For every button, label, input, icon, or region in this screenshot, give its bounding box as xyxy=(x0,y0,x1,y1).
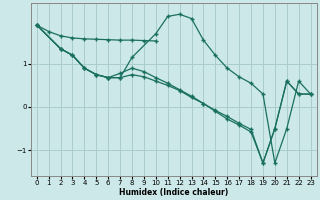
X-axis label: Humidex (Indice chaleur): Humidex (Indice chaleur) xyxy=(119,188,228,197)
